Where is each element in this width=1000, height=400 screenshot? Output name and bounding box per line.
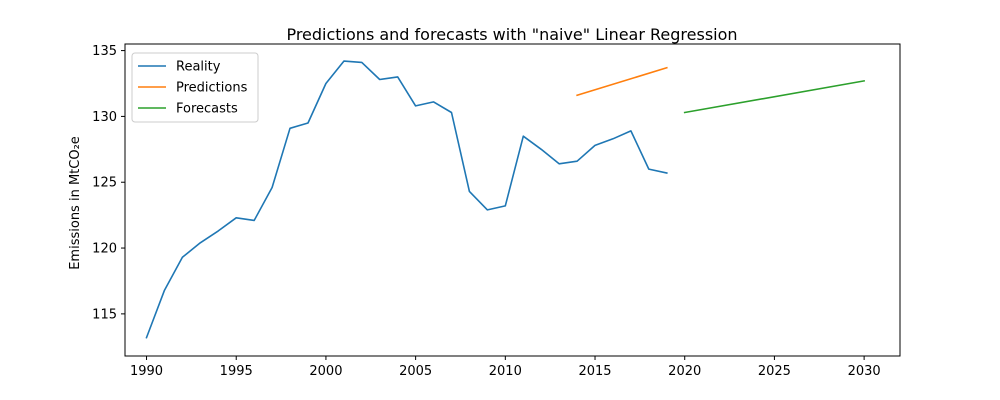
x-tick-label-1990: 1990 bbox=[130, 364, 163, 379]
legend: Reality Predictions Forecasts bbox=[131, 52, 259, 123]
x-tick-label-2015: 2015 bbox=[578, 364, 611, 379]
x-tick-label-2000: 2000 bbox=[309, 364, 342, 379]
legend-label-reality: Reality bbox=[176, 60, 221, 75]
series-line-reality bbox=[145, 60, 668, 339]
plot-series bbox=[145, 60, 866, 339]
series-line-forecasts bbox=[683, 79, 866, 114]
y-tick-label-135: 135 bbox=[92, 44, 117, 59]
y-tick-label-115: 115 bbox=[92, 307, 117, 322]
x-tick-label-2020: 2020 bbox=[668, 364, 701, 379]
y-axis-title: Emissions in MtCO₂e bbox=[68, 136, 83, 270]
x-tick-label-2010: 2010 bbox=[489, 364, 522, 379]
x-tick-label-1995: 1995 bbox=[220, 364, 253, 379]
axes-ticks: 1990 1995 2000 2005 2010 2015 2020 2025 2030 115 1… bbox=[92, 44, 880, 379]
x-tick-label-2030: 2030 bbox=[848, 364, 881, 379]
series-line-predictions bbox=[576, 66, 668, 97]
y-tick-label-125: 125 bbox=[92, 176, 117, 191]
plot-frame bbox=[124, 43, 901, 357]
legend-label-predictions: Predictions bbox=[176, 81, 248, 96]
y-tick-label-130: 130 bbox=[92, 110, 117, 125]
x-tick-label-2005: 2005 bbox=[399, 364, 432, 379]
legend-box bbox=[131, 52, 259, 123]
legend-label-forecasts: Forecasts bbox=[176, 102, 238, 117]
y-tick-label-120: 120 bbox=[92, 242, 117, 257]
chart-title: Predictions and forecasts with "naive" L… bbox=[286, 25, 737, 44]
x-tick-label-2025: 2025 bbox=[758, 364, 791, 379]
